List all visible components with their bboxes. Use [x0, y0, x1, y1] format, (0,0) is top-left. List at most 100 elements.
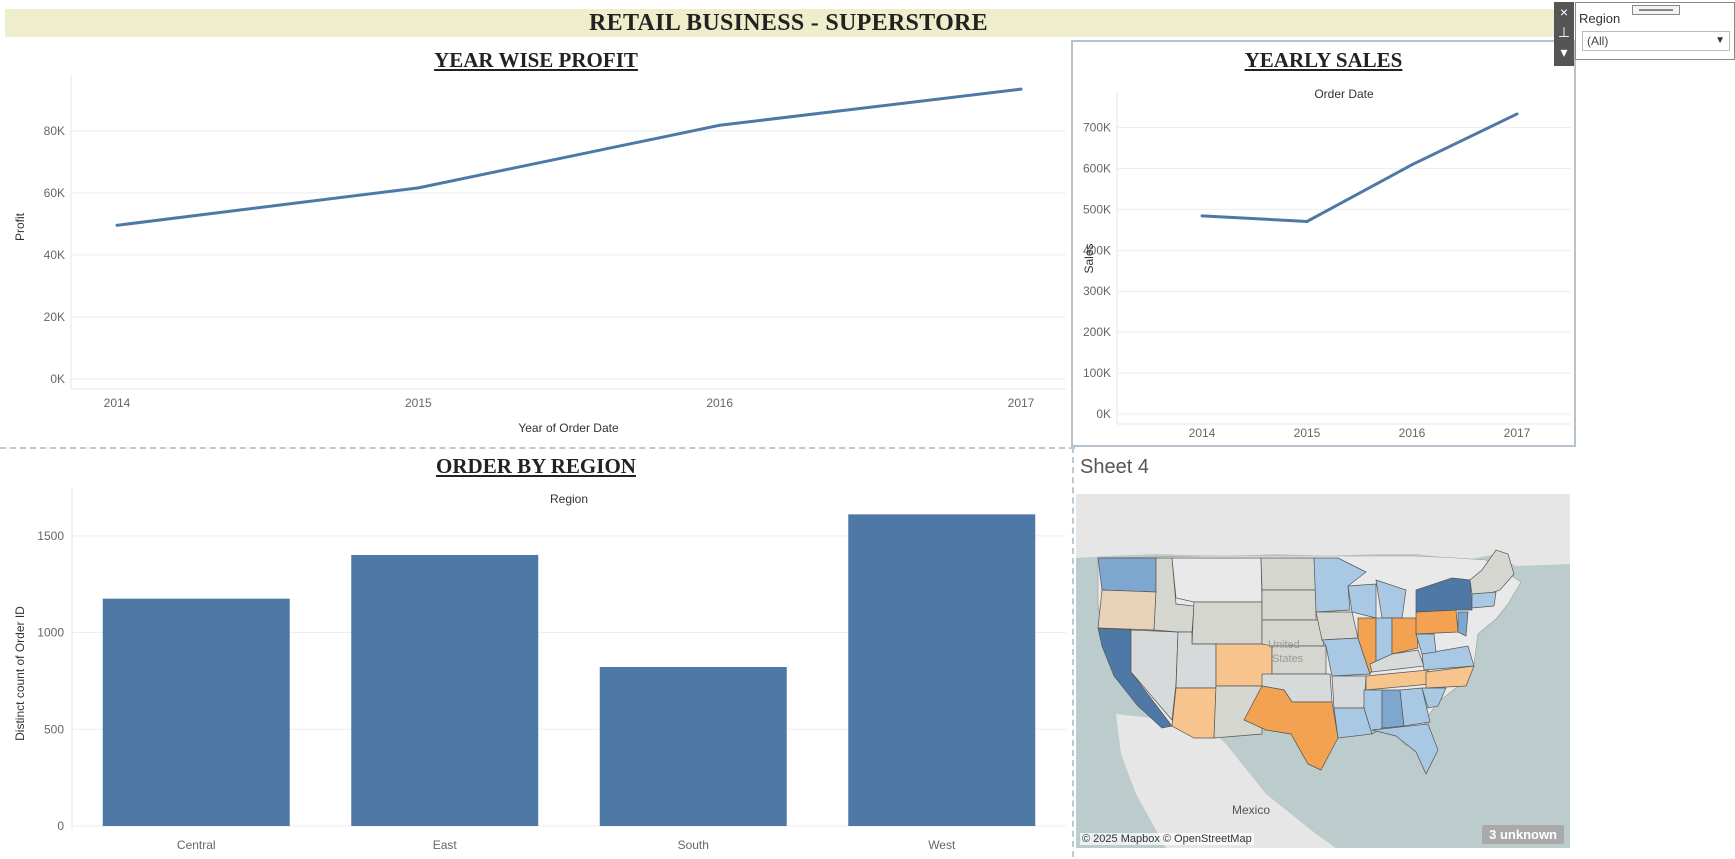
map-label-mexico: Mexico	[1232, 803, 1270, 817]
y-tick-label: 0K	[50, 372, 65, 386]
state-south-dakota[interactable]	[1261, 589, 1317, 621]
x-tick-label: 2017	[1504, 426, 1531, 440]
map-sheet-title: Sheet 4	[1080, 456, 1149, 478]
y-tick-label: 40K	[44, 248, 65, 262]
x-axis-header: Order Date	[1314, 87, 1374, 101]
data-point	[1515, 112, 1519, 116]
state-massachusetts[interactable]	[1471, 591, 1497, 609]
canada-land	[1076, 494, 1570, 566]
region-filter-dropdown[interactable]: (All) ▼	[1582, 31, 1730, 51]
pin-icon[interactable]: ⊥	[1557, 24, 1571, 40]
x-axis-title: Year of Order Date	[518, 421, 619, 435]
drag-handle-icon[interactable]	[1632, 5, 1680, 15]
state-north-carolina[interactable]	[1425, 665, 1475, 689]
state-washington[interactable]	[1097, 557, 1157, 593]
sales-chart-title: YEARLY SALES	[1244, 48, 1403, 72]
y-tick-label: 1000	[37, 626, 64, 640]
bar	[599, 666, 787, 826]
state-iowa[interactable]	[1315, 611, 1359, 641]
state-arkansas[interactable]	[1331, 675, 1367, 709]
unknown-locations-badge[interactable]: 3 unknown	[1482, 825, 1564, 844]
data-point	[1410, 163, 1414, 167]
x-tick-label: 2016	[706, 396, 733, 410]
region-filter: Region (All) ▼	[1575, 2, 1735, 60]
state-oregon[interactable]	[1097, 589, 1157, 631]
profit-line-chart[interactable]: 0K 20K 40K 60K 80K 2014 2015 2016 2017 Profit Year…	[0, 75, 1072, 440]
sales-line-chart[interactable]: 0K 100K 200K 300K 400K 500K 600K 700K 2014 2015 20…	[1073, 80, 1575, 445]
y-tick-label: 200K	[1083, 325, 1111, 339]
us-state-map[interactable]: United States Mexico © 2025 Mapbox © Ope…	[1076, 494, 1570, 848]
state-south-carolina[interactable]	[1421, 687, 1447, 709]
x-tick-label: West	[928, 838, 956, 852]
x-tick-label: 2014	[1189, 426, 1216, 440]
state-new-mexico[interactable]	[1213, 685, 1263, 739]
state-ohio[interactable]	[1391, 617, 1419, 655]
state-kentucky[interactable]	[1369, 649, 1425, 673]
data-point	[718, 123, 722, 127]
x-tick-label: 2017	[1008, 396, 1035, 410]
y-tick-label: 0	[57, 819, 64, 833]
state-new-york[interactable]	[1415, 577, 1473, 613]
state-arizona[interactable]	[1171, 687, 1217, 739]
y-tick-label: 500	[44, 722, 64, 736]
map-attribution[interactable]: © 2025 Mapbox © OpenStreetMap	[1080, 833, 1254, 845]
x-tick-label: 2016	[1399, 426, 1426, 440]
series-line	[1201, 112, 1518, 223]
map-label-united: United	[1268, 639, 1300, 651]
data-point	[1019, 87, 1023, 91]
y-axis-title: Profit	[13, 212, 27, 241]
dashboard-title: RETAIL BUSINESS - SUPERSTORE	[589, 9, 988, 36]
y-tick-label: 0K	[1096, 407, 1111, 421]
state-west-virginia[interactable]	[1415, 633, 1437, 655]
y-axis-title: Sales	[1082, 243, 1096, 273]
state-new-jersey[interactable]	[1457, 611, 1469, 637]
y-tick-label: 100K	[1083, 366, 1111, 380]
state-montana[interactable]	[1171, 557, 1263, 603]
y-tick-label: 600K	[1083, 161, 1111, 175]
state-wyoming[interactable]	[1191, 601, 1263, 645]
state-north-dakota[interactable]	[1260, 557, 1317, 591]
y-tick-label: 1500	[37, 529, 64, 543]
close-icon[interactable]: ×	[1559, 4, 1569, 20]
vertical-divider	[1072, 447, 1074, 857]
y-tick-label: 300K	[1083, 284, 1111, 298]
data-point	[416, 186, 420, 190]
x-tick-label: 2015	[1294, 426, 1321, 440]
mexico-land	[1116, 714, 1336, 848]
profit-chart-title: YEAR WISE PROFIT	[434, 48, 638, 72]
region-filter-value: (All)	[1587, 34, 1609, 48]
data-point	[115, 223, 119, 227]
state-florida[interactable]	[1371, 723, 1439, 775]
region-chart-title: ORDER BY REGION	[436, 454, 636, 478]
menu-dropdown-icon[interactable]: ▾	[1560, 44, 1568, 60]
state-pennsylvania[interactable]	[1415, 609, 1459, 635]
data-point	[1200, 214, 1204, 218]
sales-sheet-selection-border	[1071, 40, 1576, 447]
horizontal-divider	[0, 447, 1075, 449]
x-axis-header: Region	[550, 492, 588, 506]
bar	[102, 598, 290, 826]
y-tick-label: 500K	[1083, 202, 1111, 216]
x-tick-label: East	[433, 838, 458, 852]
y-tick-label: 700K	[1083, 121, 1111, 135]
y-axis-title: Distinct count of Order ID	[13, 606, 27, 741]
y-tick-label: 80K	[44, 124, 65, 138]
state-missouri[interactable]	[1321, 637, 1371, 677]
bar	[351, 554, 539, 826]
x-tick-label: 2014	[104, 396, 131, 410]
y-tick-label: 20K	[44, 310, 65, 324]
region-bar-chart[interactable]: 0 500 1000 1500 Central East South West Region Di…	[0, 485, 1072, 859]
bar	[848, 514, 1036, 826]
x-tick-label: Central	[177, 838, 216, 852]
sheet-toolbar: × ⊥ ▾	[1554, 2, 1574, 66]
state-georgia[interactable]	[1399, 687, 1431, 727]
x-tick-label: South	[678, 838, 709, 852]
map-label-states: States	[1272, 653, 1304, 665]
dashboard-title-bar: RETAIL BUSINESS - SUPERSTORE	[5, 9, 1572, 37]
chevron-down-icon[interactable]: ▼	[1715, 35, 1725, 46]
state-texas[interactable]	[1243, 685, 1339, 771]
y-tick-label: 400K	[1083, 243, 1111, 257]
map-canvas[interactable]: United States Mexico	[1076, 494, 1570, 848]
region-filter-label: Region	[1579, 11, 1621, 26]
x-tick-label: 2015	[405, 396, 432, 410]
